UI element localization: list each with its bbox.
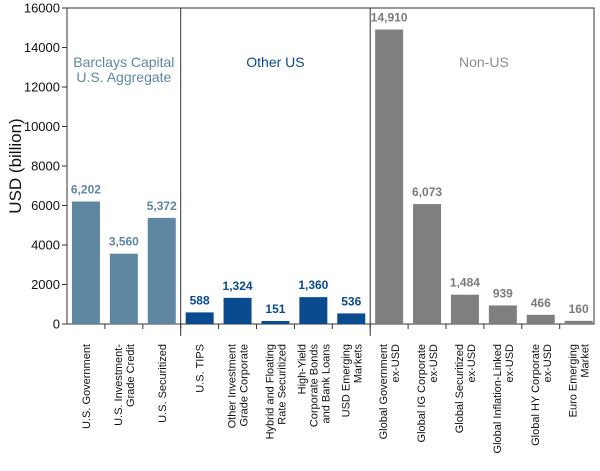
x-tick-label: ex-USD (390, 344, 402, 383)
x-tick-label: Rate Securitized (276, 344, 288, 425)
x-tick-label: and Bank Loans (320, 344, 332, 424)
data-label: 1,484 (450, 276, 480, 290)
y-tick-label: 14000 (24, 40, 60, 55)
x-tick-label: Hybrid and Floating (264, 344, 276, 439)
x-tick-label: U.S. Government (81, 344, 93, 429)
data-label: 588 (190, 293, 210, 307)
y-tick-label: 0 (53, 317, 60, 332)
bar (337, 313, 366, 324)
bar (299, 297, 328, 324)
bar (450, 294, 479, 324)
x-tick-label: ex-USD (428, 344, 440, 383)
data-label: 14,910 (371, 11, 408, 25)
bar (564, 320, 593, 324)
group-label: U.S. Aggregate (76, 69, 171, 85)
x-tick-label: USD Emerging (340, 344, 352, 417)
y-tick-label: 6000 (31, 198, 60, 213)
x-tick-label: Global HY Corporate (530, 344, 542, 446)
data-label: 1,324 (223, 279, 253, 293)
x-tick-label: Grade Credit (125, 344, 137, 407)
x-tick-label: High-Yield (296, 344, 308, 394)
data-label: 939 (493, 286, 513, 300)
x-tick-label: Global IG Corporate (416, 344, 428, 442)
x-tick-label: U.S. TIPS (195, 344, 207, 393)
bar (526, 314, 555, 324)
bar (109, 253, 138, 324)
chart-axes: 0 2000 4000 6000 8000 10000 12000 14000 16000 USD… (6, 1, 595, 336)
bar (71, 201, 100, 324)
x-tick-label: U.S. Securitized (157, 344, 169, 423)
data-label: 5,372 (147, 199, 177, 213)
x-tick-label: ex-USD (542, 344, 554, 383)
data-label: 6,202 (71, 183, 101, 197)
bar (375, 29, 404, 325)
bar (413, 204, 442, 324)
data-label: 3,560 (109, 235, 139, 249)
x-tick-label: Grade Corporate (239, 344, 251, 427)
x-tick-label: Global Securitized (454, 344, 466, 433)
y-tick-label: 8000 (31, 159, 60, 174)
group-label: Non-US (459, 54, 509, 70)
data-label: 151 (265, 302, 285, 316)
y-tick-label: 16000 (24, 1, 60, 16)
bar (147, 217, 176, 324)
x-tick-label: Markets (352, 344, 364, 384)
y-tick-label: 12000 (24, 80, 60, 95)
x-tick-label: ex-USD (466, 344, 478, 383)
chart-bars (71, 29, 593, 325)
group-label: Barclays Capital (73, 54, 174, 70)
bar (223, 297, 252, 324)
x-tick-label: ex-USD (504, 344, 516, 383)
data-label: 1,360 (298, 278, 328, 292)
bar (488, 305, 517, 324)
y-axis-title: USD (billion) (6, 118, 25, 213)
x-tick-label: U.S. Investment- (113, 344, 125, 426)
y-tick-label: 10000 (24, 119, 60, 134)
data-label: 536 (341, 294, 361, 308)
x-tick-label: Corporate Bonds (308, 344, 320, 428)
bar (185, 312, 214, 324)
data-label: 466 (531, 296, 551, 310)
y-tick-label: 4000 (31, 238, 60, 253)
x-tick-label: Euro Emerging (568, 344, 580, 417)
bar (261, 321, 290, 324)
data-label: 6,073 (412, 185, 442, 199)
x-tick-label: Market (580, 344, 592, 378)
y-tick-label: 2000 (31, 277, 60, 292)
group-label: Other US (246, 54, 304, 70)
x-tick-label: Other Investment (227, 344, 239, 428)
data-label: 160 (569, 302, 589, 316)
chart-labels: 6,202 U.S. Government 3,560 U.S. Investment… (71, 11, 592, 454)
x-tick-label: Global Government (378, 344, 390, 439)
x-tick-label: Global Inflation-Linked (492, 344, 504, 453)
